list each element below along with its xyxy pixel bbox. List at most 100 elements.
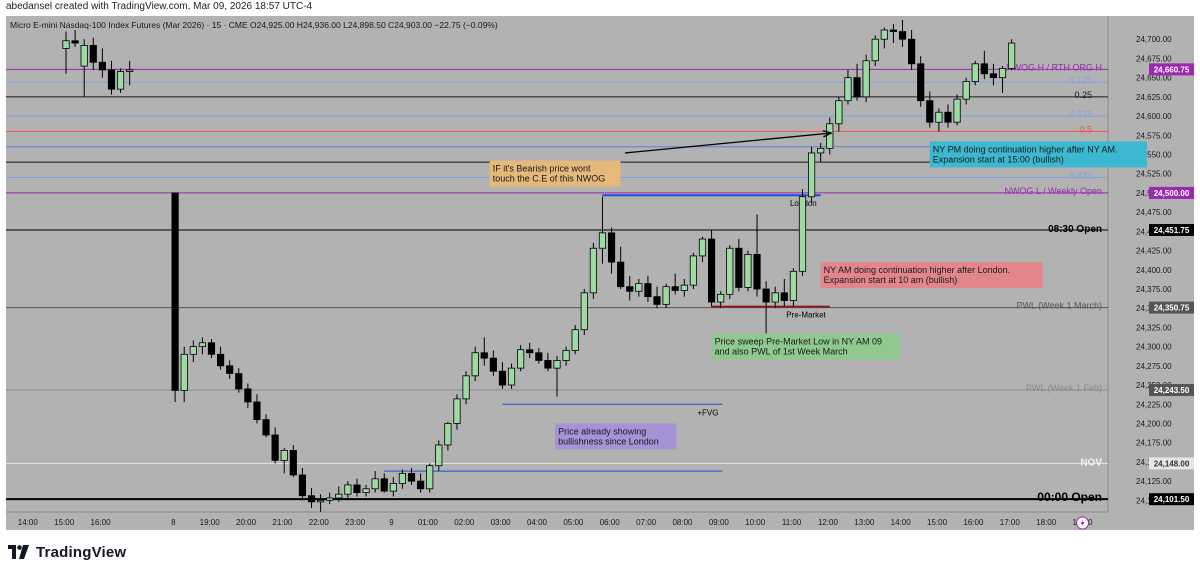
- bull-candle: [808, 146, 816, 203]
- candle-body: [880, 29, 888, 40]
- candle-body: [808, 152, 816, 198]
- candle-body: [507, 367, 516, 386]
- annotation-line: touch the C.E of this NWOG: [493, 174, 606, 184]
- x-tick-label: 02:00: [454, 518, 475, 527]
- x-tick-label: 12:00: [818, 518, 839, 527]
- candle-body: [980, 63, 988, 75]
- chart-area[interactable]: 24,700.00 24,675.00 24,650.00 24,625.00 24,6…: [6, 16, 1194, 530]
- x-tick-label: 06:00: [600, 518, 621, 527]
- bear-candle: [671, 273, 679, 295]
- candle-body: [617, 261, 625, 288]
- y-tick-label: 24,225.00: [1136, 400, 1172, 409]
- x-tick-label: 17:00: [1000, 518, 1021, 527]
- annotation-line: NY PM doing continuation higher after NY…: [933, 144, 1118, 154]
- price-label: 24,148.00: [1149, 457, 1194, 470]
- candle-body: [944, 111, 952, 123]
- candle-body: [444, 423, 452, 446]
- y-tick-label: 24,275.00: [1136, 362, 1172, 371]
- candle-body: [307, 495, 316, 503]
- candle-body: [489, 357, 497, 372]
- arrow-head: [822, 130, 832, 138]
- annotation-box: [711, 333, 900, 360]
- ny-am-note: NY AM doing continuation higher after Lo…: [820, 262, 1043, 289]
- candle-body: [107, 69, 116, 90]
- bull-candle: [689, 252, 697, 289]
- bull-candle: [771, 286, 779, 309]
- price-label: 24,350.75: [1149, 301, 1194, 314]
- legend-part: H: [294, 20, 303, 30]
- candle-body: [671, 286, 679, 291]
- candle-body: [835, 100, 843, 125]
- price-label-text: 24,350.75: [1154, 304, 1190, 313]
- y-tick-label: 24,575.00: [1136, 131, 1172, 140]
- bear-candle: [753, 214, 761, 297]
- price-label-box: [1149, 493, 1194, 506]
- bear-candle: [617, 246, 625, 289]
- x-tick-label: 15:00: [54, 518, 75, 527]
- bear-candle: [944, 104, 952, 128]
- level-text: 00:00 Open: [1037, 490, 1102, 504]
- level-text: PWL (Week 1 March): [1016, 301, 1102, 311]
- bull-candle: [717, 291, 725, 309]
- bull-candle: [80, 39, 88, 97]
- bear-candle: [626, 275, 634, 301]
- legend-part: 24,903.00: [394, 20, 432, 30]
- candle-body: [589, 247, 597, 294]
- price-label: 24,243.50: [1149, 384, 1194, 397]
- candle-body: [571, 329, 579, 351]
- bear-candle: [207, 338, 216, 359]
- tradingview-wordmark: TradingView: [36, 543, 127, 561]
- chart-canvas[interactable]: 24,700.00 24,675.00 24,650.00 24,625.00 24,6…: [6, 16, 1194, 530]
- bear-candle: [644, 275, 652, 303]
- x-tick-label: 14:00: [891, 518, 912, 527]
- candle-body: [562, 350, 570, 361]
- legend-part: 24,936.00: [303, 20, 341, 30]
- candle-body: [89, 44, 97, 63]
- annotation-line: bullishness since London: [558, 436, 659, 446]
- bull-candle: [971, 60, 979, 86]
- y-tick-label: 24,700.00: [1136, 35, 1172, 44]
- candle-body: [262, 419, 270, 436]
- candle-body: [253, 401, 261, 421]
- candle-body: [235, 373, 243, 390]
- candle-body: [771, 292, 779, 303]
- y-tick-label: 24,525.00: [1136, 170, 1172, 179]
- bear-candle: [417, 473, 425, 493]
- bull-candle: [435, 440, 443, 472]
- bear-candle: [307, 488, 316, 508]
- bear-candle: [71, 29, 79, 47]
- candle-body: [271, 434, 279, 461]
- x-tick-label: 15:00: [927, 518, 948, 527]
- bear-candle: [607, 227, 616, 274]
- bull-candle: [680, 278, 688, 297]
- bear-candle: [489, 350, 497, 376]
- candle-body: [962, 81, 970, 100]
- bear-candle: [216, 346, 225, 370]
- candle-body: [853, 77, 861, 98]
- bear-candle: [980, 50, 988, 80]
- candle-body: [953, 98, 961, 123]
- bull-candle: [635, 278, 643, 297]
- ny-pm-note: NY PM doing continuation higher after NY…: [929, 141, 1147, 168]
- candle-body: [71, 40, 79, 44]
- bear-candle: [380, 473, 388, 493]
- bull-candle: [998, 66, 1007, 94]
- y-tick-label: 24,650.00: [1136, 74, 1172, 83]
- candle-body: [753, 253, 761, 290]
- price-label-box: [1149, 223, 1194, 236]
- bear-candle: [235, 368, 243, 393]
- x-tick-label: 10:00: [745, 518, 766, 527]
- x-tick-label: 13:00: [854, 518, 875, 527]
- bull-candle: [453, 394, 461, 430]
- author-credit: abedansel created with TradingView.com, …: [6, 1, 313, 12]
- candle-body: [116, 71, 125, 90]
- candle-body: [171, 192, 179, 391]
- bear-candle: [262, 414, 270, 438]
- annotation-box: [555, 423, 677, 450]
- candle-body: [871, 38, 879, 62]
- bull-candle: [126, 60, 134, 86]
- x-tick-label: 14:00: [18, 518, 39, 527]
- annotation-line: and also PWL of 1st Week March: [715, 347, 848, 357]
- y-tick-label: 24,475.00: [1136, 208, 1172, 217]
